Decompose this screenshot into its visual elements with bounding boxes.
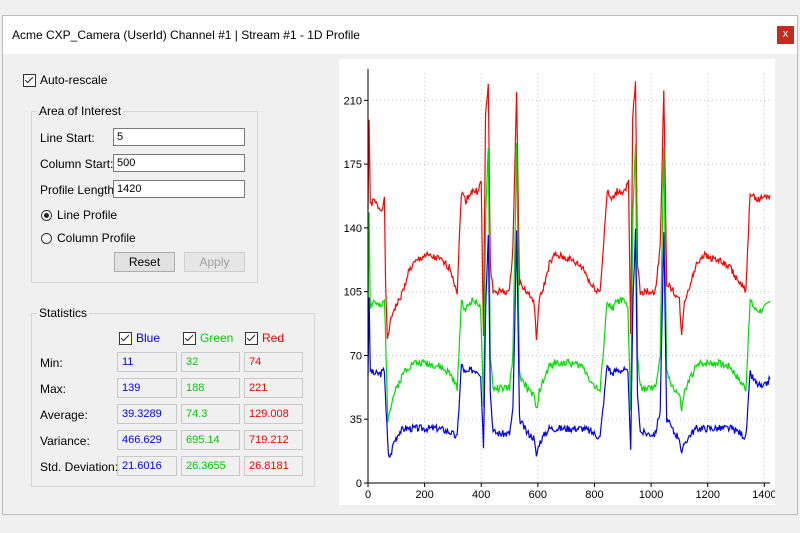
x-tick-label: 1400 xyxy=(752,489,775,501)
blue-min-value: 11 xyxy=(117,352,177,372)
green-variance-value: 695.14 xyxy=(181,430,240,450)
green-channel-label: Green xyxy=(200,331,234,345)
series-line-blue xyxy=(367,228,771,458)
column-profile-radio[interactable]: Column Profile xyxy=(41,231,136,245)
blue-channel-checkbox[interactable]: Blue xyxy=(119,331,160,345)
x-tick-label: 800 xyxy=(585,489,603,501)
line-start-input[interactable]: 5 xyxy=(113,128,245,146)
red-channel-checkbox[interactable]: Red xyxy=(245,331,284,345)
red-max-value: 221 xyxy=(244,378,303,398)
checkbox-icon xyxy=(245,331,258,345)
x-tick-label: 0 xyxy=(365,489,371,501)
y-tick-label: 175 xyxy=(344,159,362,171)
x-tick-label: 400 xyxy=(472,489,490,501)
blue-max-value: 139 xyxy=(117,378,177,398)
auto-rescale-label: Auto-rescale xyxy=(40,73,108,87)
blue-average-value: 39.3289 xyxy=(117,404,177,424)
max-label: Max: xyxy=(40,382,67,396)
checkbox-icon xyxy=(183,331,196,345)
min-label: Min: xyxy=(40,356,63,370)
column-profile-label: Column Profile xyxy=(57,231,136,245)
area-of-interest-group: Area of Interest xyxy=(31,104,258,283)
auto-rescale-checkbox[interactable]: Auto-rescale xyxy=(23,73,107,87)
group-title: Statistics xyxy=(37,306,90,320)
red-min-value: 74 xyxy=(244,352,303,372)
line-start-label: Line Start: xyxy=(40,131,95,145)
average-label: Average: xyxy=(40,408,88,422)
statistics-group: Statistics xyxy=(31,306,315,487)
green-min-value: 32 xyxy=(181,352,240,372)
window-title: Acme CXP_Camera (UserId) Channel #1 | St… xyxy=(12,28,360,42)
std-deviation-label: Std. Deviation: xyxy=(40,460,119,474)
x-tick-label: 200 xyxy=(415,489,433,501)
y-tick-label: 210 xyxy=(344,95,362,107)
line-profile-label: Line Profile xyxy=(57,208,118,222)
variance-label: Variance: xyxy=(40,434,90,448)
y-tick-label: 35 xyxy=(350,414,362,426)
red-average-value: 129.008 xyxy=(244,404,303,424)
line-profile-radio[interactable]: Line Profile xyxy=(41,208,117,222)
close-button[interactable]: x xyxy=(777,26,794,44)
checkbox-icon xyxy=(119,331,132,345)
profile-length-input[interactable]: 1420 xyxy=(113,180,245,198)
y-tick-label: 70 xyxy=(350,350,362,362)
profile-chart: 0 35 70 105 140 175 210 0 200 400 600 800 1000 1200 14… xyxy=(344,69,777,501)
title-bar[interactable]: Acme CXP_Camera (UserId) Channel #1 | St… xyxy=(3,16,797,54)
red-channel-label: Red xyxy=(262,331,285,345)
red-variance-value: 719.212 xyxy=(244,430,303,450)
profile-plot[interactable]: 0 35 70 105 140 175 210 0 200 400 600 800 1000 1200 14… xyxy=(339,59,777,505)
column-start-label: Column Start: xyxy=(40,157,114,171)
series-line-green xyxy=(367,143,771,423)
checkbox-icon xyxy=(23,73,36,87)
column-start-input[interactable]: 500 xyxy=(113,154,245,172)
x-tick-label: 1000 xyxy=(639,489,663,501)
y-tick-label: 140 xyxy=(344,223,362,235)
x-tick-label: 1200 xyxy=(695,489,719,501)
green-max-value: 188 xyxy=(181,378,240,398)
x-tick-label: 600 xyxy=(529,489,547,501)
green-channel-checkbox[interactable]: Green xyxy=(183,331,233,345)
radio-selected-icon xyxy=(41,209,52,221)
y-tick-label: 0 xyxy=(356,478,362,490)
blue-channel-label: Blue xyxy=(136,331,161,345)
blue-variance-value: 466.629 xyxy=(117,430,177,450)
blue-std-deviation-value: 21.6016 xyxy=(117,456,177,476)
profile-length-label: Profile Length xyxy=(40,183,115,197)
series-line-red xyxy=(367,81,771,341)
y-tick-label: 105 xyxy=(344,287,362,299)
green-std-deviation-value: 26.3655 xyxy=(181,456,240,476)
green-average-value: 74.3 xyxy=(181,404,240,424)
red-std-deviation-value: 26.8181 xyxy=(244,456,303,476)
radio-unselected-icon xyxy=(41,232,52,244)
apply-button[interactable]: Apply xyxy=(184,252,245,272)
group-title: Area of Interest xyxy=(37,104,124,118)
reset-button[interactable]: Reset xyxy=(114,252,175,272)
